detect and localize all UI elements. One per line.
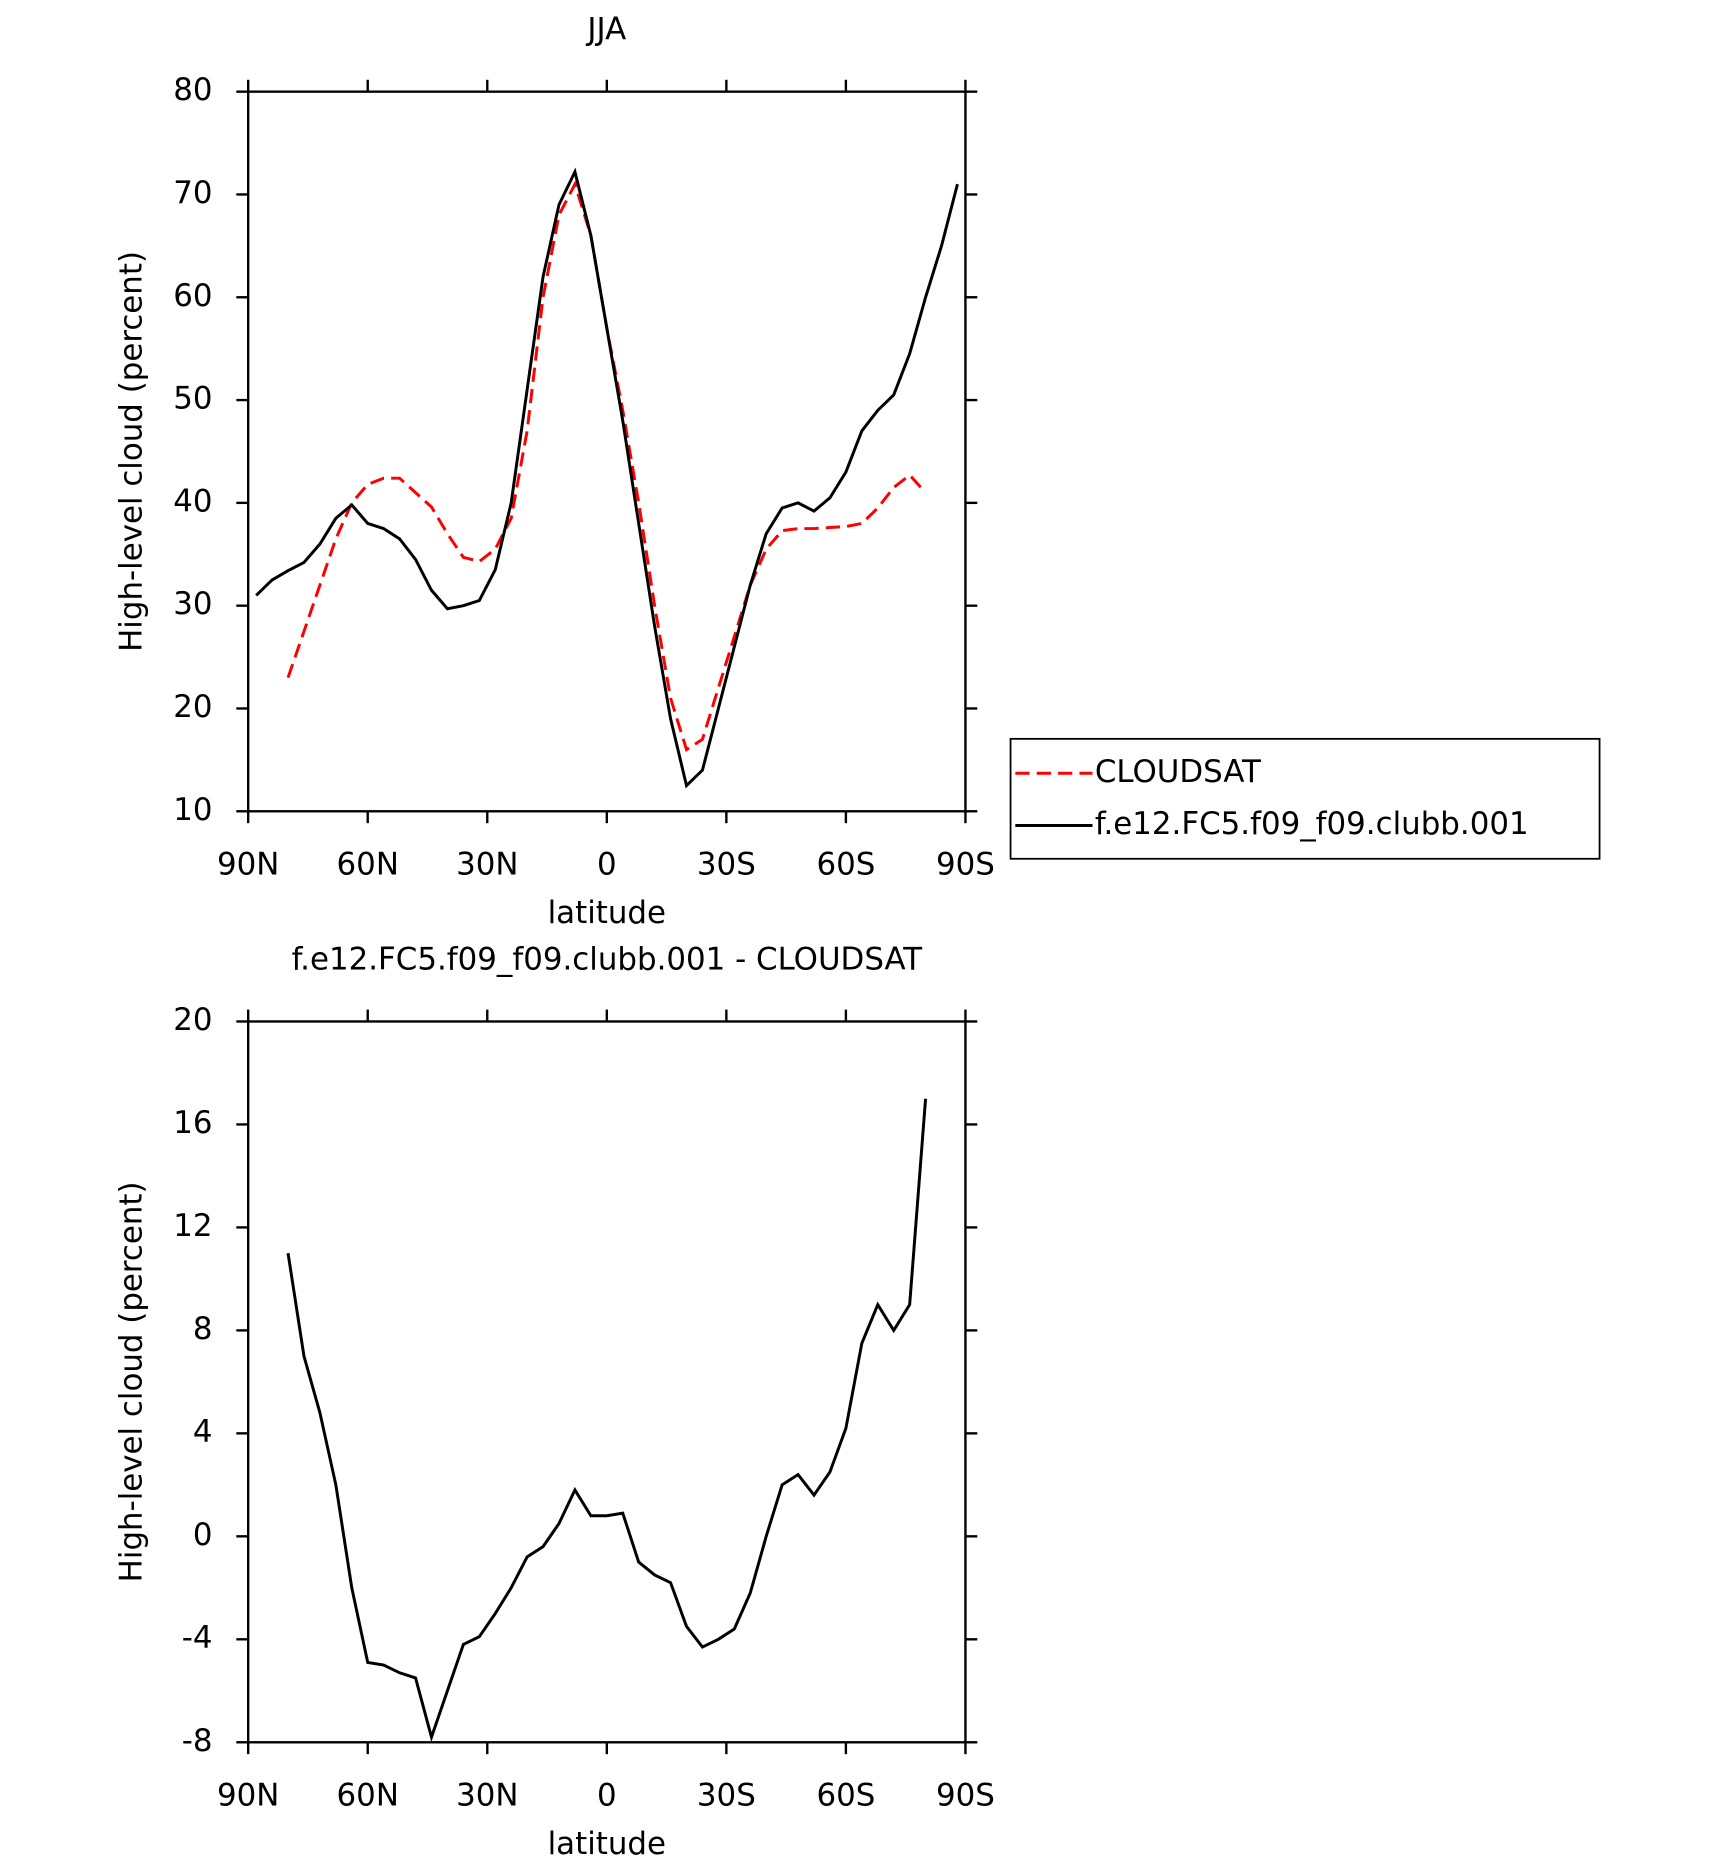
x-axis-label: latitude [548,895,666,931]
y-axis-label: High-level cloud (percent) [114,1181,150,1582]
x-tick-label: 30N [456,846,518,882]
plot-frame [247,1020,967,1744]
x-axis-label: latitude [548,1826,666,1862]
y-tick-label: 20 [173,689,212,725]
x-tick-label: 30N [456,1777,518,1813]
y-tick-label: 30 [173,586,212,622]
y-tick-label: 20 [173,1002,212,1038]
y-tick-label: -4 [182,1620,213,1656]
data-line [286,1098,928,1743]
x-tick-label: 30S [697,846,756,882]
x-tick-label: 30S [697,1777,756,1813]
x-tick-label: 60S [816,846,875,882]
chart-title: f.e12.FC5.f09_f09.clubb.001 - CLOUDSAT [292,941,923,977]
y-tick-label: 50 [173,381,212,417]
y-tick-label: 0 [193,1517,213,1553]
x-tick-label: 90N [217,1777,279,1813]
y-tick-label: 4 [193,1414,213,1450]
x-tick-label: 0 [597,1777,617,1813]
y-tick-label: 8 [193,1311,213,1347]
x-tick-label: 60N [337,1777,399,1813]
chart-title: JJA [585,12,626,48]
y-tick-label: 70 [173,175,212,211]
x-tick-label: 0 [597,846,617,882]
y-tick-label: 40 [173,483,212,519]
y-tick-label: 12 [173,1208,212,1244]
plot-frame [247,90,967,813]
y-tick-label: -8 [182,1723,213,1759]
x-tick-label: 90S [936,1777,995,1813]
y-axis-label: High-level cloud (percent) [114,251,150,652]
legend-box [1009,737,1601,860]
y-tick-label: 80 [173,72,212,108]
x-tick-label: 60N [337,846,399,882]
data-line [255,167,959,789]
x-tick-label: 90S [936,846,995,882]
y-tick-label: 60 [173,278,212,314]
data-line [286,180,927,752]
legend-label: f.e12.FC5.f09_f09.clubb.001 [1095,806,1529,842]
x-tick-label: 60S [816,1777,875,1813]
legend-label: CLOUDSAT [1095,754,1261,790]
y-tick-label: 16 [173,1105,212,1141]
y-tick-label: 10 [173,792,212,828]
x-tick-label: 90N [217,846,279,882]
